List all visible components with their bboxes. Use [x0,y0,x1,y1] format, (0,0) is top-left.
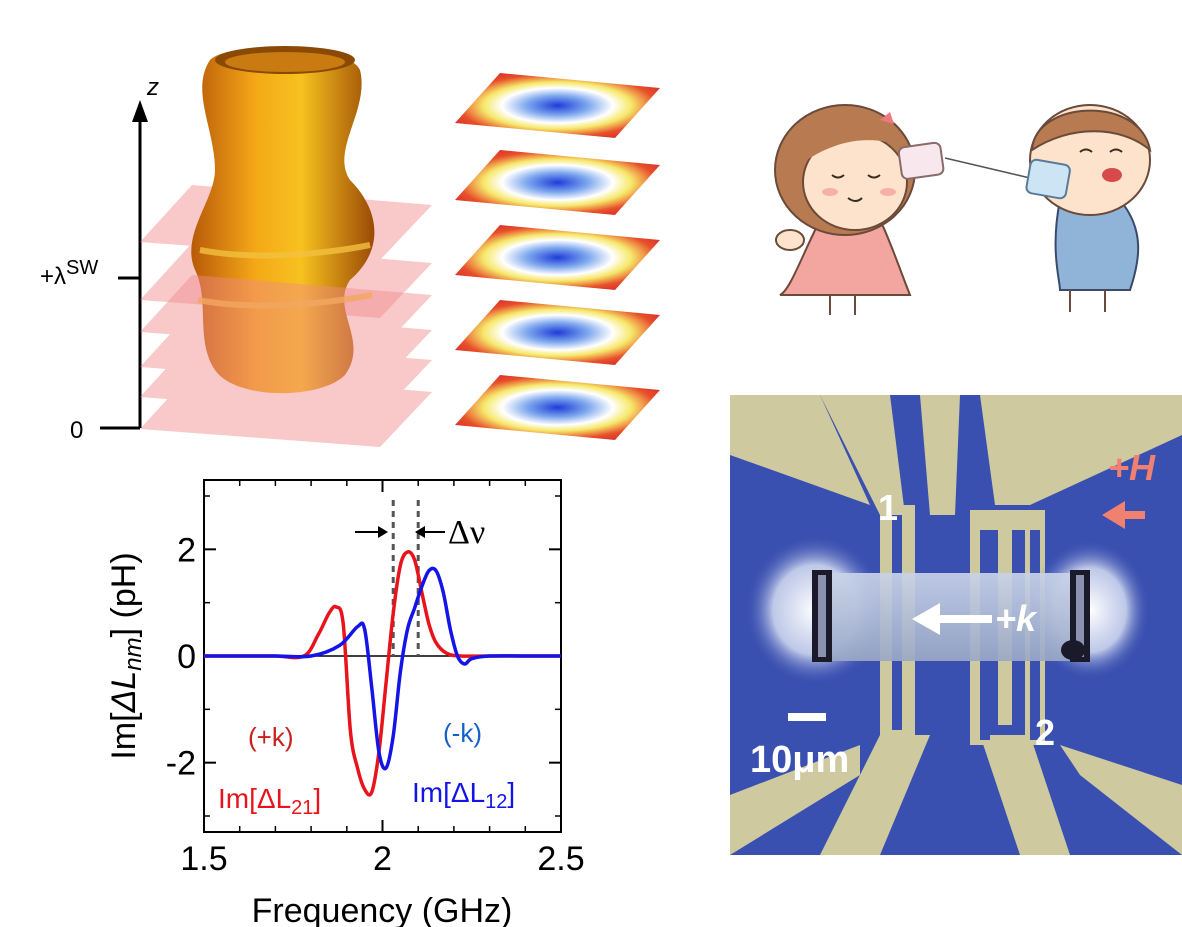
port-2-label: 2 [1035,712,1055,753]
tick-labels: 1.5 2 2.5 2 0 -2 [166,531,585,878]
panel-a-surface: z +λSW 0 [40,46,660,447]
x-tick-label: 2.5 [537,840,584,878]
electrodes [730,395,1182,855]
delta-nu-label: Δν [448,514,485,551]
boy-figure [1025,104,1152,312]
port-1-label: 1 [878,487,898,528]
delta-nu-arrows [355,526,445,538]
girl-figure [774,104,945,315]
tick-label-zero: 0 [70,417,83,444]
y-tick-label: 0 [177,638,196,676]
panel-b-cartoon [774,104,1152,315]
twisted-tube [191,46,375,394]
legend-L12: Im[ΔL12] [412,777,515,813]
pad-right-inner [1076,575,1084,657]
slice-1 [455,73,660,138]
mode-slices [455,73,660,440]
scale-label: 10μm [750,739,849,781]
field-label: +H [1108,447,1156,488]
slice-4 [455,300,660,365]
pad-left-inner [818,575,826,657]
scale-bar [788,713,826,721]
field-arrowhead [1102,501,1125,529]
y-tick-label: 2 [177,531,196,569]
wave-label: +k [995,598,1038,639]
slice-2 [455,150,660,215]
tick-label-lambda: +λSW [40,257,98,290]
y-tick-label: -2 [166,745,196,783]
dark-spot [1061,640,1085,660]
label-plus-k: (+k) [248,722,294,752]
panel-d-micrograph: 1 2 +H +k 10μm [730,395,1182,855]
wave-arrowhead [912,603,940,635]
x-tick-label: 1.5 [180,840,227,878]
series-line-L21 [204,550,561,797]
x-axis-label: Frequency (GHz) [252,892,513,927]
legend-L21: Im[ΔL21] [218,783,321,819]
label-minus-k: (-k) [443,718,482,748]
axis-ticks [203,480,562,832]
x-tick-label: 2 [373,840,392,878]
panel-c-chart: 1.5 2 2.5 2 0 -2 Δν (+k) (-k) Im[ΔL21] Im[ΔL1… [105,479,585,927]
slice-5 [455,375,660,440]
z-axis-arrowhead [132,100,148,122]
string [944,157,1031,179]
series-line-L12 [204,566,561,771]
y-axis-label: Im[ΔLnm] (pH) [105,552,147,759]
pink-planes-front [140,275,432,447]
z-axis-label: z [146,74,159,101]
slice-3 [455,225,660,290]
